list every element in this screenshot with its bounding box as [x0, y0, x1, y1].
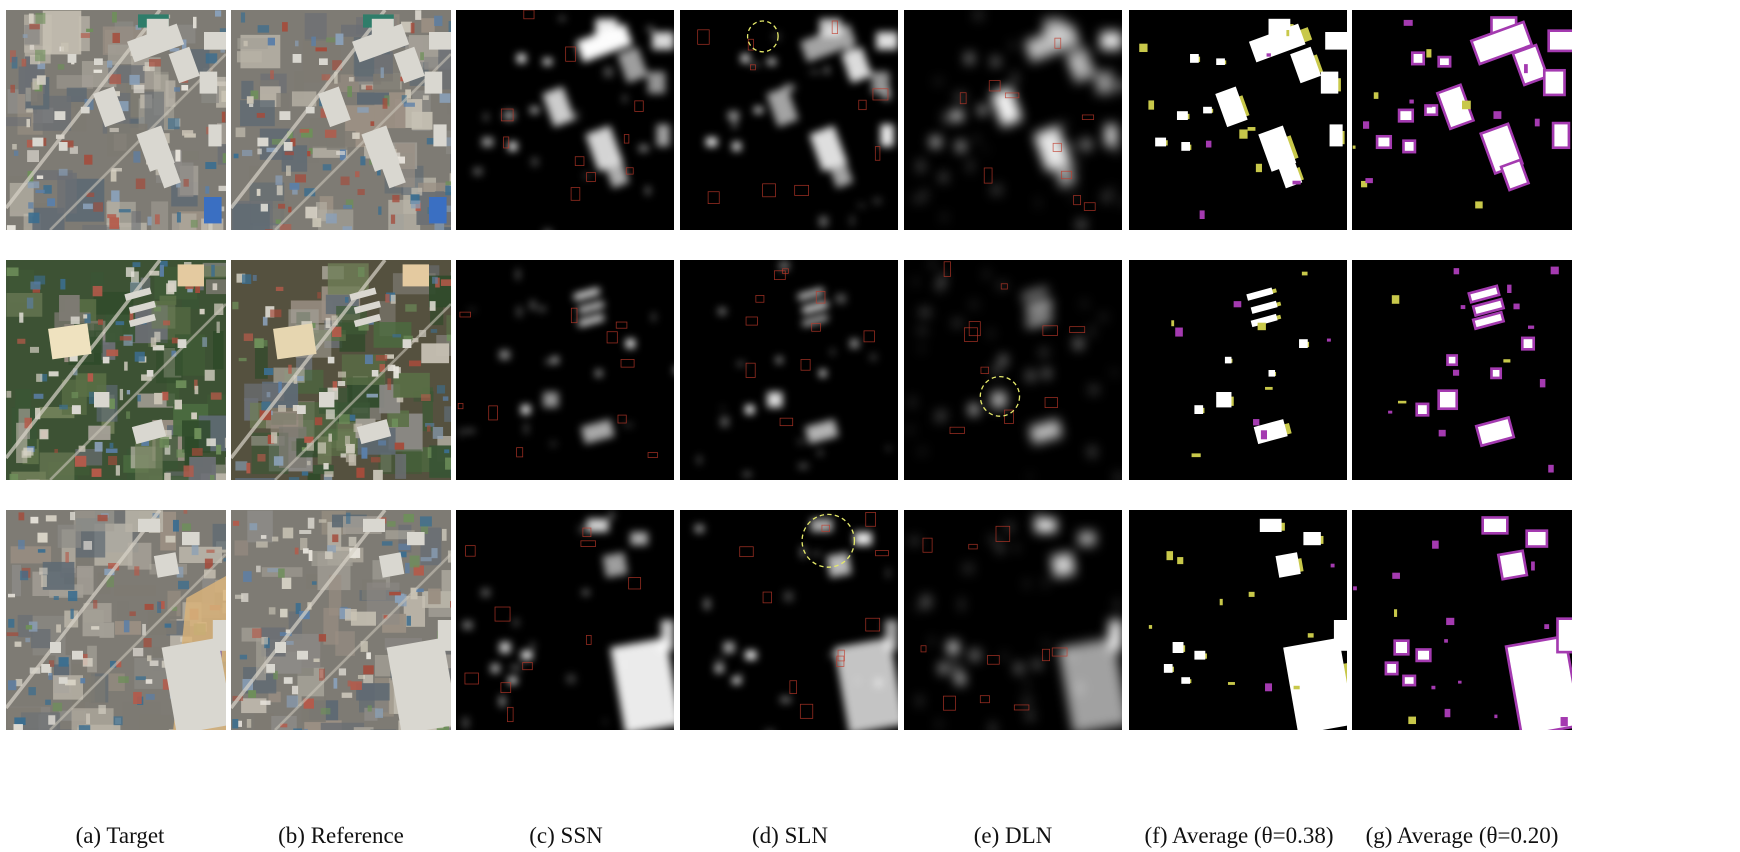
panel-r2-aerial-target-1 — [6, 260, 226, 480]
panel-image-r3-c1 — [6, 510, 226, 730]
caption-label: (d) — [751, 823, 779, 848]
panel-r2-heatmap-3 — [456, 260, 674, 480]
panel-r3-heatmap-5 — [904, 510, 1122, 730]
caption-text: DLN — [999, 823, 1053, 848]
panel-r1-heatmap-3 — [456, 10, 674, 230]
caption-text: SSN — [554, 823, 603, 848]
panel-r1-aerial-target-1 — [6, 10, 226, 230]
panel-r3-aerial-reference-2 — [231, 510, 451, 730]
caption-b: (b) Reference — [221, 823, 461, 849]
caption-e: (e) DLN — [893, 823, 1133, 849]
panel-r2-heatmap-5 — [904, 260, 1122, 480]
caption-label: (g) — [1365, 823, 1393, 848]
panel-r2-change-map-6 — [1129, 260, 1347, 480]
caption-d: (d) SLN — [670, 823, 910, 849]
panel-r1-heatmap-4 — [680, 10, 898, 230]
caption-label: (b) — [278, 823, 305, 848]
caption-label: (c) — [529, 823, 555, 848]
caption-g: (g) Average (θ=0.20) — [1342, 823, 1582, 849]
panel-image-r3-c7 — [1352, 510, 1572, 730]
panel-image-r3-c5 — [904, 510, 1122, 730]
panel-image-r3-c4 — [680, 510, 898, 730]
caption-text: Reference — [304, 823, 404, 848]
panel-image-r1-c3 — [456, 10, 674, 230]
caption-text: Average (θ=0.20) — [1392, 823, 1559, 848]
panel-image-r1-c5 — [904, 10, 1122, 230]
panel-r1-change-map-6 — [1129, 10, 1347, 230]
panel-r1-heatmap-5 — [904, 10, 1122, 230]
caption-label: (f) — [1144, 823, 1168, 848]
caption-a: (a) Target — [0, 823, 240, 849]
panel-r3-change-map-7 — [1352, 510, 1572, 730]
panel-r2-heatmap-4 — [680, 260, 898, 480]
panel-image-r2-c2 — [231, 260, 451, 480]
caption-c: (c) SSN — [446, 823, 686, 849]
panel-image-r2-c4 — [680, 260, 898, 480]
panel-image-r3-c3 — [456, 510, 674, 730]
panel-r1-change-map-7 — [1352, 10, 1572, 230]
panel-image-r2-c7 — [1352, 260, 1572, 480]
panel-image-r1-c6 — [1129, 10, 1347, 230]
panel-image-r2-c1 — [6, 260, 226, 480]
panel-r2-change-map-7 — [1352, 260, 1572, 480]
panel-image-r3-c6 — [1129, 510, 1347, 730]
panel-r3-aerial-target-1 — [6, 510, 226, 730]
caption-label: (e) — [973, 823, 1000, 848]
panel-image-r2-c6 — [1129, 260, 1347, 480]
panel-r3-heatmap-4 — [680, 510, 898, 730]
panel-r3-heatmap-3 — [456, 510, 674, 730]
panel-image-r2-c3 — [456, 260, 674, 480]
panel-image-r1-c7 — [1352, 10, 1572, 230]
caption-label: (a) — [75, 823, 102, 848]
caption-text: Average (θ=0.38) — [1167, 823, 1334, 848]
panel-r3-change-map-6 — [1129, 510, 1347, 730]
panel-r2-aerial-reference-2 — [231, 260, 451, 480]
panel-image-r1-c1 — [6, 10, 226, 230]
panel-image-r3-c2 — [231, 510, 451, 730]
panel-r1-aerial-reference-2 — [231, 10, 451, 230]
panel-image-r2-c5 — [904, 260, 1122, 480]
panel-image-r1-c2 — [231, 10, 451, 230]
caption-text: SLN — [778, 823, 829, 848]
caption-f: (f) Average (θ=0.38) — [1119, 823, 1359, 849]
caption-text: Target — [101, 823, 165, 848]
panel-image-r1-c4 — [680, 10, 898, 230]
